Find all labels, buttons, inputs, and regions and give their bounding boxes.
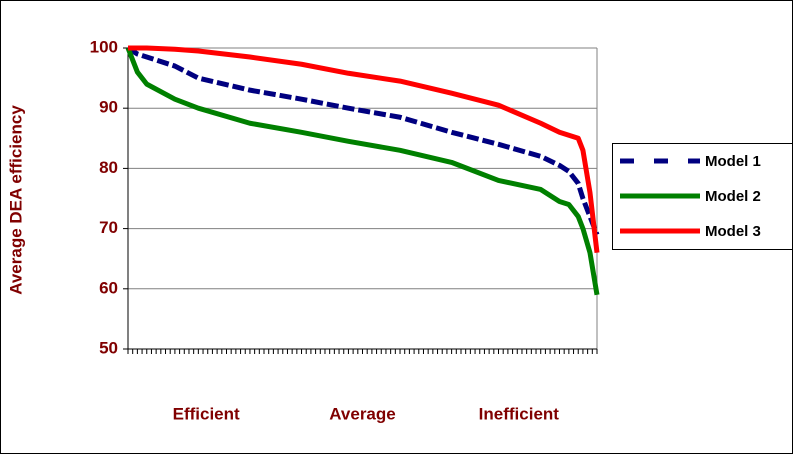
series-line (125, 47, 600, 296)
y-tick-label: 60 (99, 278, 118, 297)
y-tick-label: 70 (99, 218, 118, 237)
y-tick-label: 90 (99, 98, 118, 117)
y-tick-label: 100 (90, 37, 118, 56)
legend-label: Model 2 (705, 188, 761, 205)
x-group-label: Inefficient (479, 404, 560, 423)
x-group-label: Average (329, 404, 395, 423)
legend-label: Model 1 (705, 153, 761, 170)
series-line (126, 45, 600, 236)
series-line (128, 45, 600, 253)
y-tick-label: 50 (99, 338, 118, 357)
x-group-label: Efficient (173, 404, 240, 423)
y-tick-label: 80 (99, 158, 118, 177)
legend-label: Model 3 (705, 223, 761, 240)
y-axis-title: Average DEA efficiency (6, 105, 25, 295)
